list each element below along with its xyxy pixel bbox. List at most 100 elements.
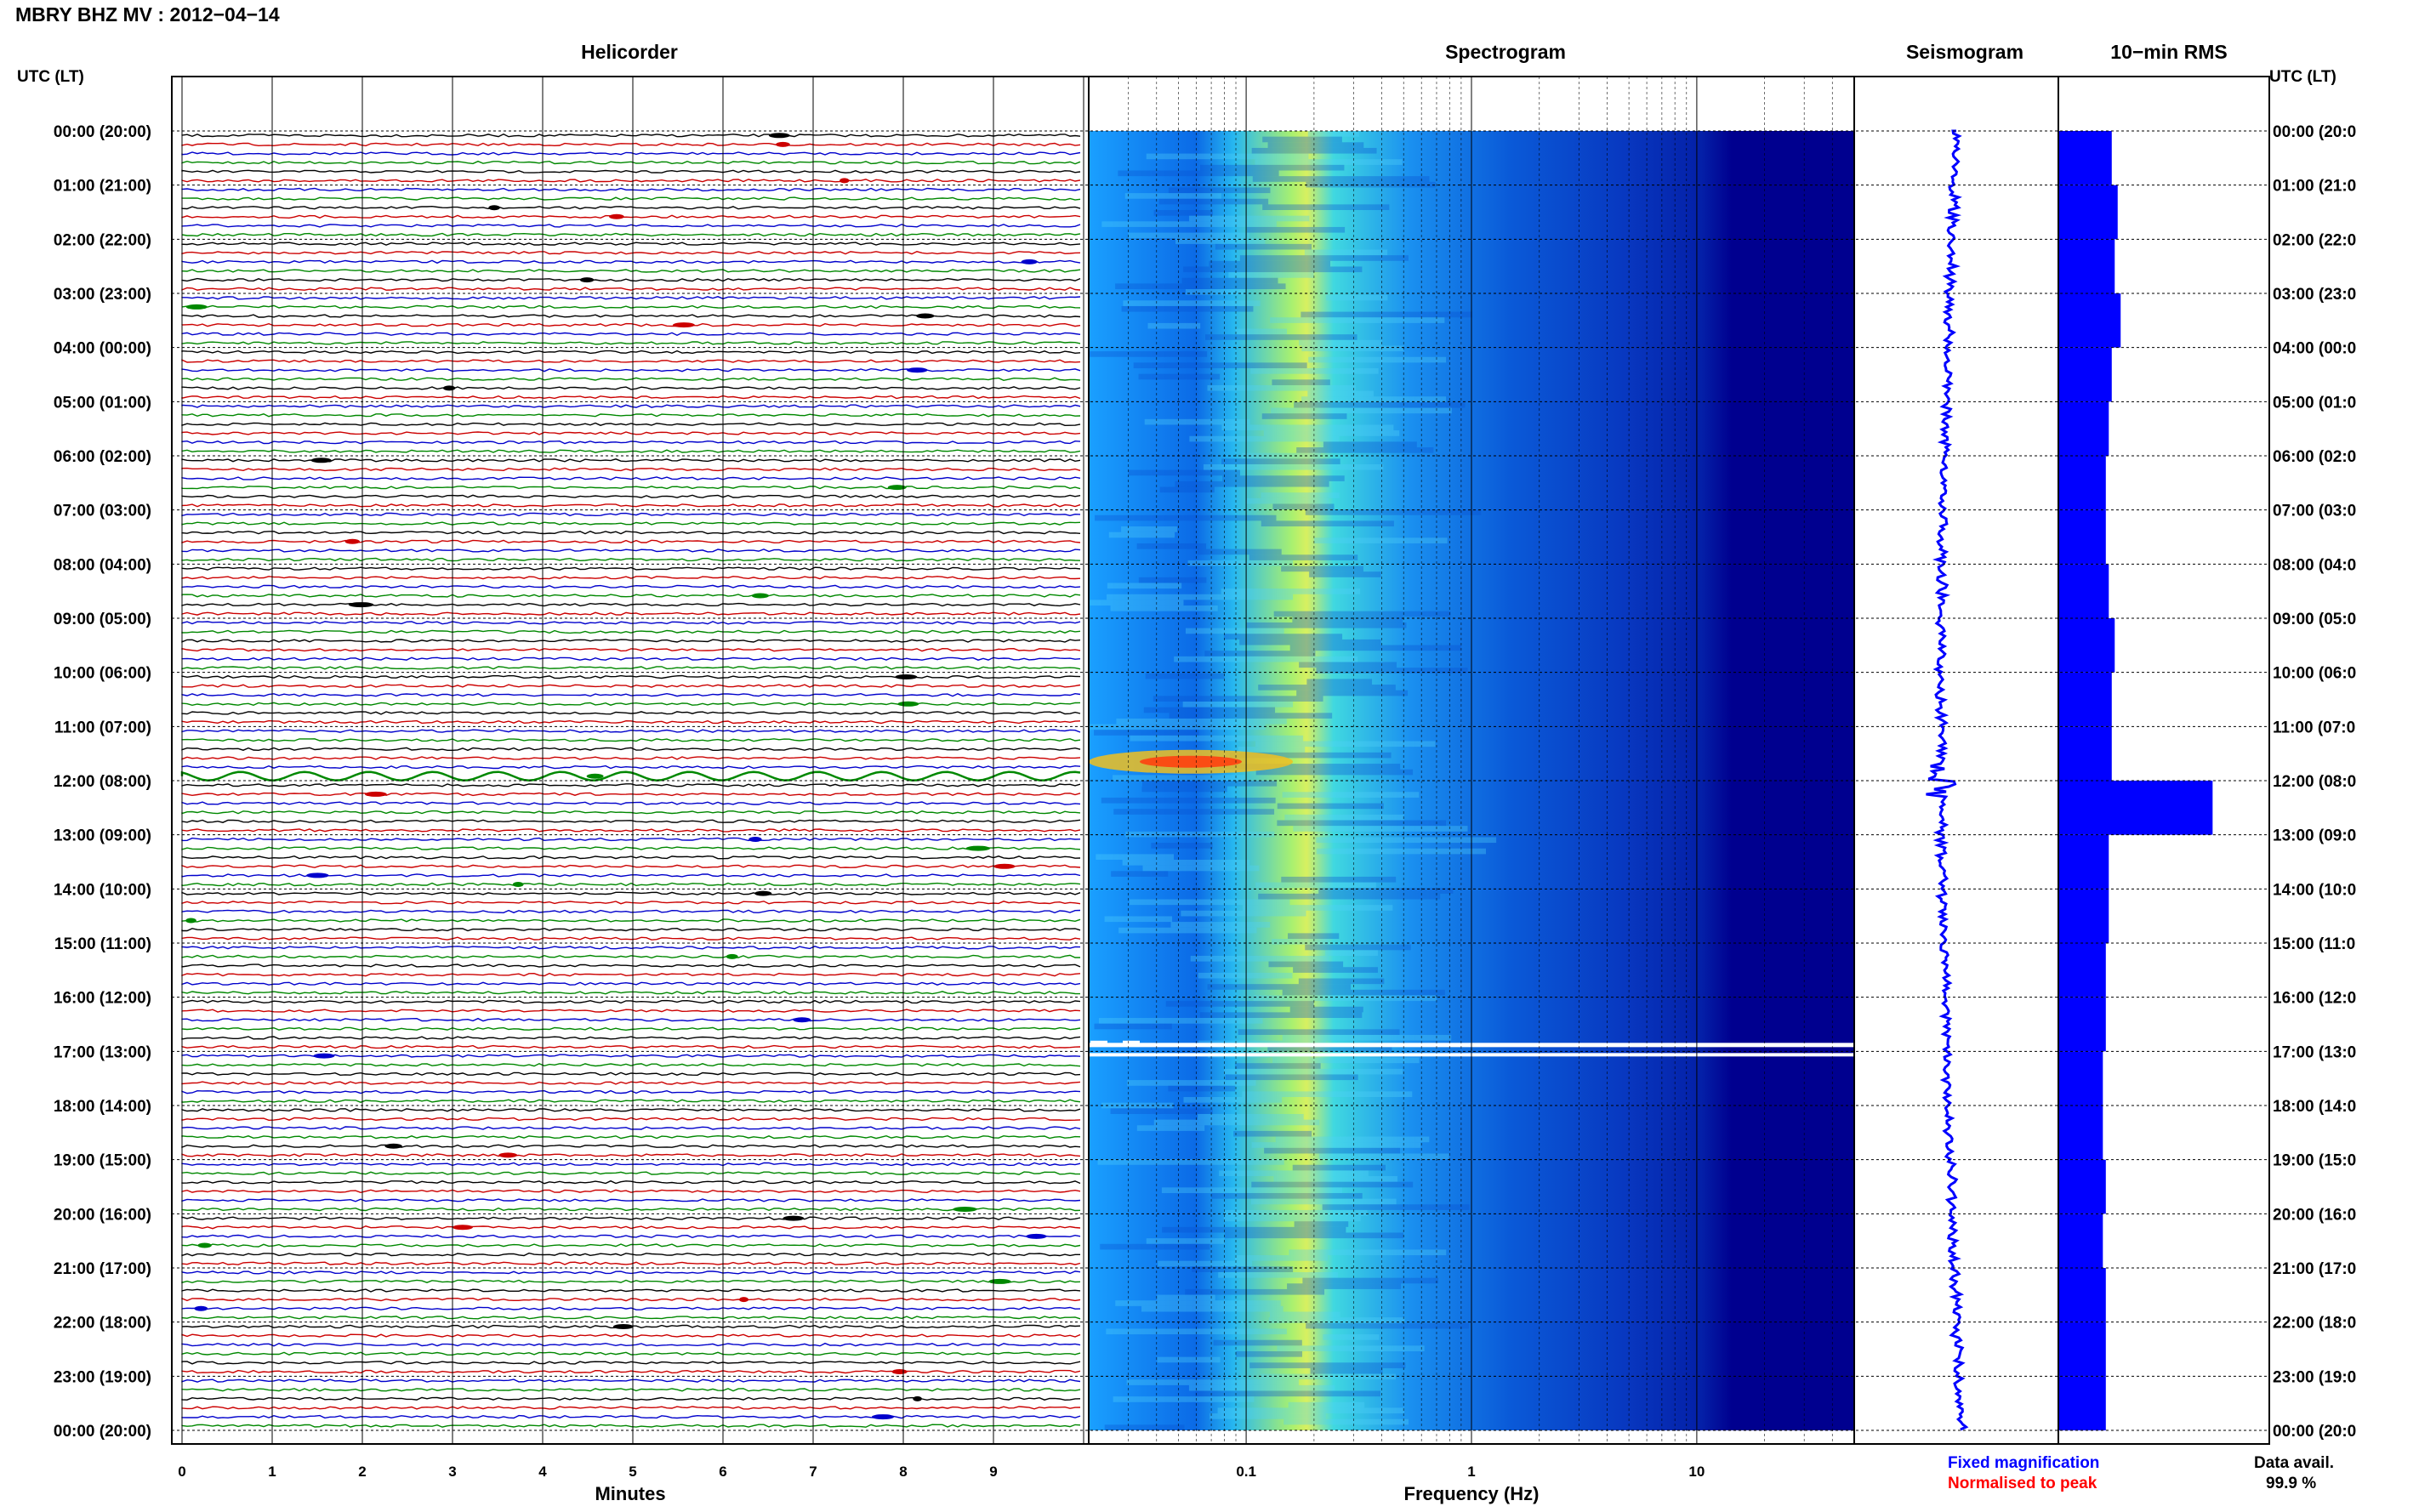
helicorder-trace xyxy=(181,1225,1081,1230)
time-label-right: 01:00 (21:0 xyxy=(2273,178,2356,196)
minute-tick-label: 0 xyxy=(178,1464,185,1480)
spectrogram-streak xyxy=(1124,193,1221,199)
spectrogram-streak xyxy=(1301,311,1472,318)
helicorder-trace xyxy=(181,1369,1081,1374)
helicorder-trace xyxy=(181,1108,1081,1112)
spectrogram-streak xyxy=(1162,1226,1346,1233)
time-label-left: 09:00 (05:00) xyxy=(54,611,151,628)
helicorder-trace xyxy=(181,1126,1081,1130)
spectrogram-streak xyxy=(1153,696,1323,702)
helicorder-trace xyxy=(181,350,1081,355)
spectrogram-streak xyxy=(1316,848,1487,855)
spectrogram-streak xyxy=(1153,1119,1320,1126)
helicorder-trace xyxy=(181,711,1081,715)
helicorder-trace xyxy=(181,1117,1081,1122)
spectrogram-streak xyxy=(1089,724,1266,730)
spectrogram-streak xyxy=(1298,339,1383,346)
time-label-left: 11:00 (07:00) xyxy=(54,719,151,736)
spectrogram-streak xyxy=(1233,1130,1312,1137)
spectrogram-streak xyxy=(1094,730,1199,736)
spectrogram-streak xyxy=(1249,554,1358,560)
spectrogram-streak xyxy=(1128,232,1249,239)
helicorder-gap xyxy=(896,1040,914,1044)
helicorder-event-burst xyxy=(185,918,196,924)
helicorder-trace xyxy=(181,557,1081,562)
helicorder-trace xyxy=(181,1342,1081,1347)
spectrogram-streak xyxy=(1143,707,1276,713)
spectrogram-streak xyxy=(1250,1198,1397,1205)
helicorder-event-burst xyxy=(384,1143,402,1149)
helicorder-trace xyxy=(181,828,1081,833)
spectrogram-streak xyxy=(1136,1125,1205,1131)
spectrogram-streak xyxy=(1190,955,1329,962)
spectrogram-streak xyxy=(1253,995,1437,1002)
helicorder-trace xyxy=(181,765,1081,770)
helicorder-gap xyxy=(703,1040,720,1044)
helicorder-trace xyxy=(181,927,1081,932)
spectrogram-streak xyxy=(1268,961,1344,968)
time-label-right: 13:00 (09:0 xyxy=(2273,827,2356,845)
spectrogram-streak xyxy=(1292,617,1403,622)
frequency-axis-label: Frequency (Hz) xyxy=(1404,1483,1540,1504)
spectrogram-streak xyxy=(1218,1271,1338,1278)
spectrogram-streak xyxy=(1267,142,1364,148)
helicorder-trace xyxy=(181,999,1081,1004)
spectrogram-streak xyxy=(1183,266,1363,273)
minute-tick-label: 9 xyxy=(989,1464,997,1480)
helicorder-trace xyxy=(181,359,1081,363)
rms-bar xyxy=(2058,509,2106,565)
spectrogram-streak xyxy=(1113,775,1245,781)
helicorder-event-burst xyxy=(895,674,918,679)
spectrogram-streak xyxy=(1122,860,1250,866)
spectrogram-streak xyxy=(1197,549,1282,555)
spectrogram-streak xyxy=(1100,1243,1210,1250)
time-label-left: 10:00 (06:00) xyxy=(54,665,151,683)
spectrogram-streak xyxy=(1272,1057,1420,1064)
time-label-right: 11:00 (07:0 xyxy=(2273,719,2355,736)
helicorder-trace xyxy=(181,277,1081,282)
helicorder-trace xyxy=(181,792,1081,797)
time-label-right: 10:00 (06:0 xyxy=(2273,665,2356,683)
spectrogram-streak xyxy=(1277,803,1384,810)
rms-bar xyxy=(2058,239,2115,293)
spectrogram-streak xyxy=(1203,463,1384,470)
helicorder-gap xyxy=(606,1040,623,1044)
helicorder-trace xyxy=(181,972,1081,977)
helicorder-event-burst xyxy=(776,141,790,147)
helicorder-trace xyxy=(181,1270,1081,1275)
legend-normalised-to-peak: Normalised to peak xyxy=(1948,1475,2097,1492)
spectrogram-streak xyxy=(1281,566,1363,572)
helicorder-trace xyxy=(181,584,1081,589)
spectrogram-streak xyxy=(1113,809,1275,815)
helicorder-trace xyxy=(181,179,1081,183)
frequency-tick-label: 1 xyxy=(1467,1464,1475,1480)
helicorder-trace xyxy=(181,503,1081,508)
spectrogram-streak xyxy=(1238,747,1306,753)
time-label-left: 19:00 (15:00) xyxy=(54,1152,151,1170)
helicorder-trace xyxy=(181,169,1081,173)
spectrogram-title: Spectrogram xyxy=(1445,41,1566,63)
spectrogram-streak xyxy=(1209,260,1330,267)
frequency-tick-label: 10 xyxy=(1688,1464,1705,1480)
helicorder-trace xyxy=(181,1009,1081,1013)
helicorder-trace xyxy=(181,1134,1081,1140)
spectrogram-streak xyxy=(1325,294,1388,301)
spectrogram-streak xyxy=(1262,204,1390,211)
helicorder-trace xyxy=(181,991,1081,995)
helicorder-gap xyxy=(767,1040,784,1044)
spectrogram-streak xyxy=(1224,1068,1403,1075)
helicorder-trace xyxy=(181,1017,1081,1022)
spectrogram-streak xyxy=(1292,1164,1386,1171)
helicorder-trace xyxy=(181,747,1081,752)
spectrogram-streak xyxy=(1215,243,1312,250)
spectrogram-streak xyxy=(1126,1379,1299,1385)
spectrogram-streak xyxy=(1204,651,1316,657)
helicorder-event-burst xyxy=(306,873,329,878)
helicorder-event-burst xyxy=(498,1152,518,1158)
helicorder-trace xyxy=(181,494,1081,498)
spectrogram-streak xyxy=(1185,628,1284,634)
spectrogram-streak xyxy=(1165,1001,1314,1007)
helicorder-trace xyxy=(181,946,1081,950)
spectrogram-streak xyxy=(1252,176,1430,182)
helicorder-gap xyxy=(1090,1040,1107,1044)
